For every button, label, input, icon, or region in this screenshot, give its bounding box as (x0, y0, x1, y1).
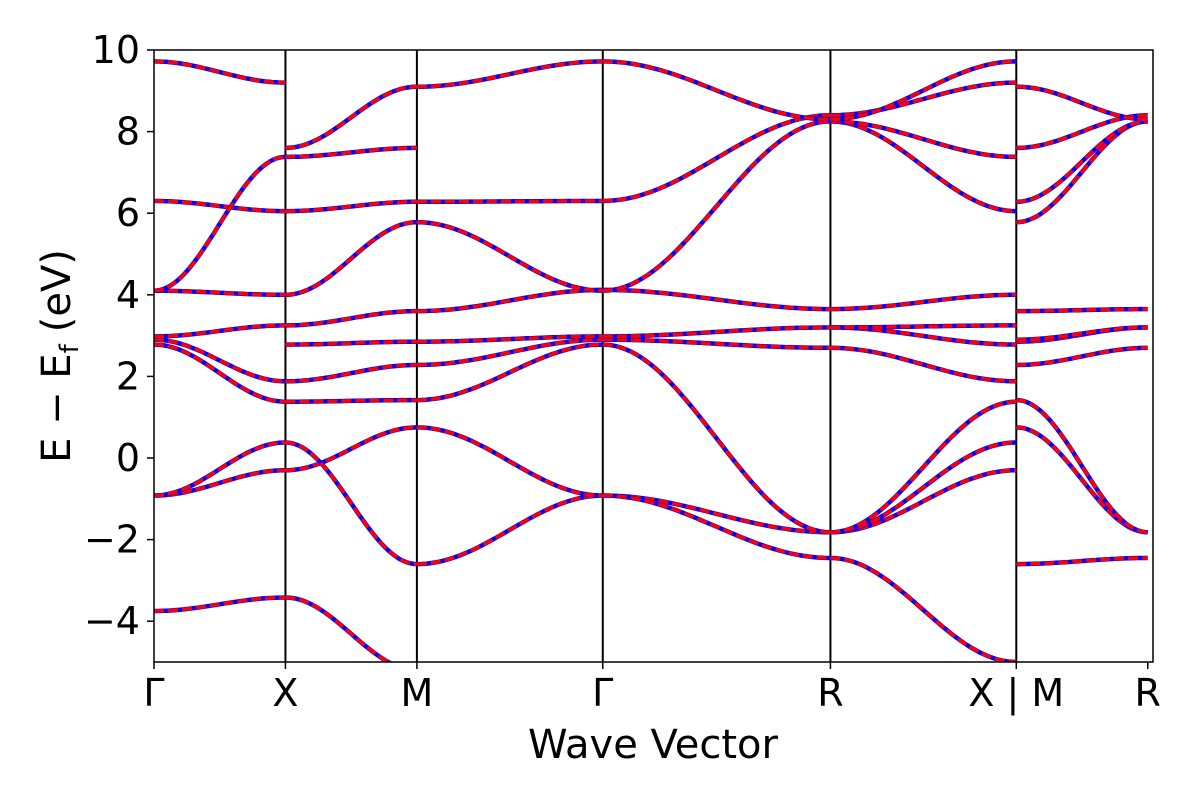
band-line-red (602, 288, 831, 311)
x-axis-label: Wave Vector (528, 722, 779, 768)
y-tick-label: 6 (116, 191, 140, 235)
band-line-red (416, 342, 603, 402)
band-line-red (154, 440, 286, 498)
band-line-red (285, 363, 417, 384)
band-line-red (285, 425, 417, 472)
band-line-red (1016, 346, 1148, 367)
y-axis-label-subscript: f (55, 343, 85, 353)
band-line-red (830, 59, 1017, 122)
band-line-red (1016, 119, 1148, 204)
band-line-red (416, 199, 603, 204)
band-line-red (1016, 307, 1148, 313)
band-line-red (830, 346, 1017, 384)
x-axis-ticks: Γ X M Γ R X | M R (143, 662, 1161, 716)
band-line-red (602, 337, 831, 350)
band-line-red (1016, 556, 1148, 566)
y-tick-label: 4 (116, 273, 140, 317)
x-tick-label: X | M (968, 671, 1064, 716)
y-tick-label: 2 (116, 354, 140, 398)
band-line-red (1016, 84, 1148, 122)
x-tick-label: R (1135, 671, 1161, 715)
band-line-red (285, 146, 417, 159)
band-line-red (285, 200, 417, 213)
x-tick-label: Γ (592, 671, 613, 715)
y-axis-label-main: E − E (34, 353, 80, 463)
band-line-red (154, 337, 286, 384)
y-tick-label: 0 (116, 436, 140, 480)
x-tick-label: Γ (143, 671, 164, 715)
band-line-red (154, 288, 286, 297)
x-tick-label: M (400, 671, 433, 715)
y-tick-label: 10 (92, 28, 140, 72)
band-line-red (602, 493, 831, 560)
band-line-red (154, 59, 286, 85)
band-line-red (416, 220, 603, 293)
band-line-red (154, 323, 286, 339)
band-line-red (1016, 325, 1148, 342)
band-line-red (285, 84, 417, 150)
band-lines (154, 59, 1148, 662)
band-line-red (154, 199, 286, 213)
band-line-red (416, 493, 603, 566)
band-line-red (830, 323, 1017, 330)
band-line-red (602, 119, 831, 293)
band-line-red (416, 59, 603, 89)
band-line-red (830, 119, 1017, 159)
band-line-red (830, 399, 1017, 535)
band-line-red (285, 309, 417, 328)
band-line-red (154, 342, 286, 404)
band-line-red (285, 440, 418, 566)
y-tick-label: −2 (84, 518, 140, 562)
band-line-red (285, 339, 417, 347)
band-line-red (830, 440, 1017, 535)
x-tick-label: X (272, 671, 298, 715)
band-line-red (285, 220, 417, 297)
band-line-red (1016, 398, 1148, 535)
band-line-red (154, 595, 286, 613)
band-line-red (416, 334, 603, 344)
plot-frame (153, 49, 1154, 663)
y-tick-label: −4 (84, 599, 140, 643)
y-tick-label: 8 (116, 110, 140, 154)
y-axis-label-unit: (eV) (34, 249, 80, 332)
band-line-red (830, 80, 1017, 118)
band-line-red (602, 325, 831, 339)
band-line-red (830, 119, 1017, 213)
band-line-blue (602, 113, 831, 204)
band-line-red (416, 288, 603, 313)
band-line-red (285, 595, 393, 662)
y-axis-ticks: −4 −2 0 2 4 6 8 10 (84, 28, 154, 643)
band-line-red (602, 59, 831, 122)
y-axis-label: E − Ef (eV) (34, 249, 85, 463)
band-line-red (602, 493, 831, 535)
x-tick-label: R (817, 671, 843, 715)
band-line-red (416, 337, 603, 367)
band-line-red (285, 398, 417, 404)
band-line-red (154, 155, 286, 293)
band-line-red (830, 556, 1017, 662)
kpoint-lines (284, 50, 1018, 662)
band-line-red (830, 293, 1017, 311)
band-line-red (416, 425, 603, 498)
band-line-blue (602, 342, 831, 535)
